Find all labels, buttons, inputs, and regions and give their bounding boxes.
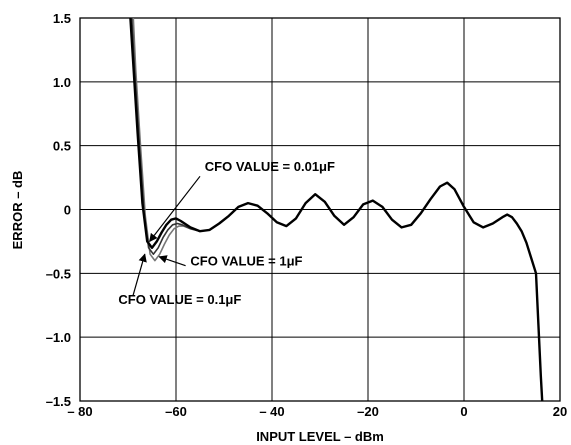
x-tick-label: –20 xyxy=(357,404,379,419)
annotation-arrow xyxy=(149,175,201,243)
series-line xyxy=(132,18,201,262)
annotation-label: CFO VALUE = 1μF xyxy=(190,254,302,269)
x-tick-label: – 80 xyxy=(67,404,92,419)
y-tick-label: –0.5 xyxy=(46,266,71,281)
annotation-label: CFO VALUE = 0.01μF xyxy=(205,159,335,174)
annotation-arrow xyxy=(132,253,147,297)
plot-frame xyxy=(79,17,561,402)
annotation-label: CFO VALUE = 0.1μF xyxy=(118,292,241,307)
gridlines xyxy=(80,18,560,401)
series-line xyxy=(129,18,544,401)
y-tick-label: 1.0 xyxy=(53,75,71,90)
annotations: CFO VALUE = 0.01μF CFO VALUE = 1μF CFO VAL… xyxy=(118,159,335,307)
x-tick-label: –60 xyxy=(165,404,187,419)
tick-labels: – 80 –60 – 40 –20 0 20 –1.5 –1.0 –0.5 0 0.5 1.0 1.5 xyxy=(46,11,568,419)
series-lines xyxy=(129,18,544,401)
y-tick-label: –1.5 xyxy=(46,394,71,409)
x-tick-label: 20 xyxy=(553,404,567,419)
y-tick-label: 0.5 xyxy=(53,139,71,154)
x-axis-title: INPUT LEVEL – dBm xyxy=(256,429,384,444)
x-tick-label: 0 xyxy=(460,404,467,419)
y-tick-label: –1.0 xyxy=(46,330,71,345)
y-tick-label: 1.5 xyxy=(53,11,71,26)
y-tick-label: 0 xyxy=(64,203,71,218)
series-line xyxy=(131,18,201,255)
annotation-arrow xyxy=(158,255,186,267)
y-axis-title: ERROR – dB xyxy=(10,171,25,250)
x-tick-label: – 40 xyxy=(259,404,284,419)
